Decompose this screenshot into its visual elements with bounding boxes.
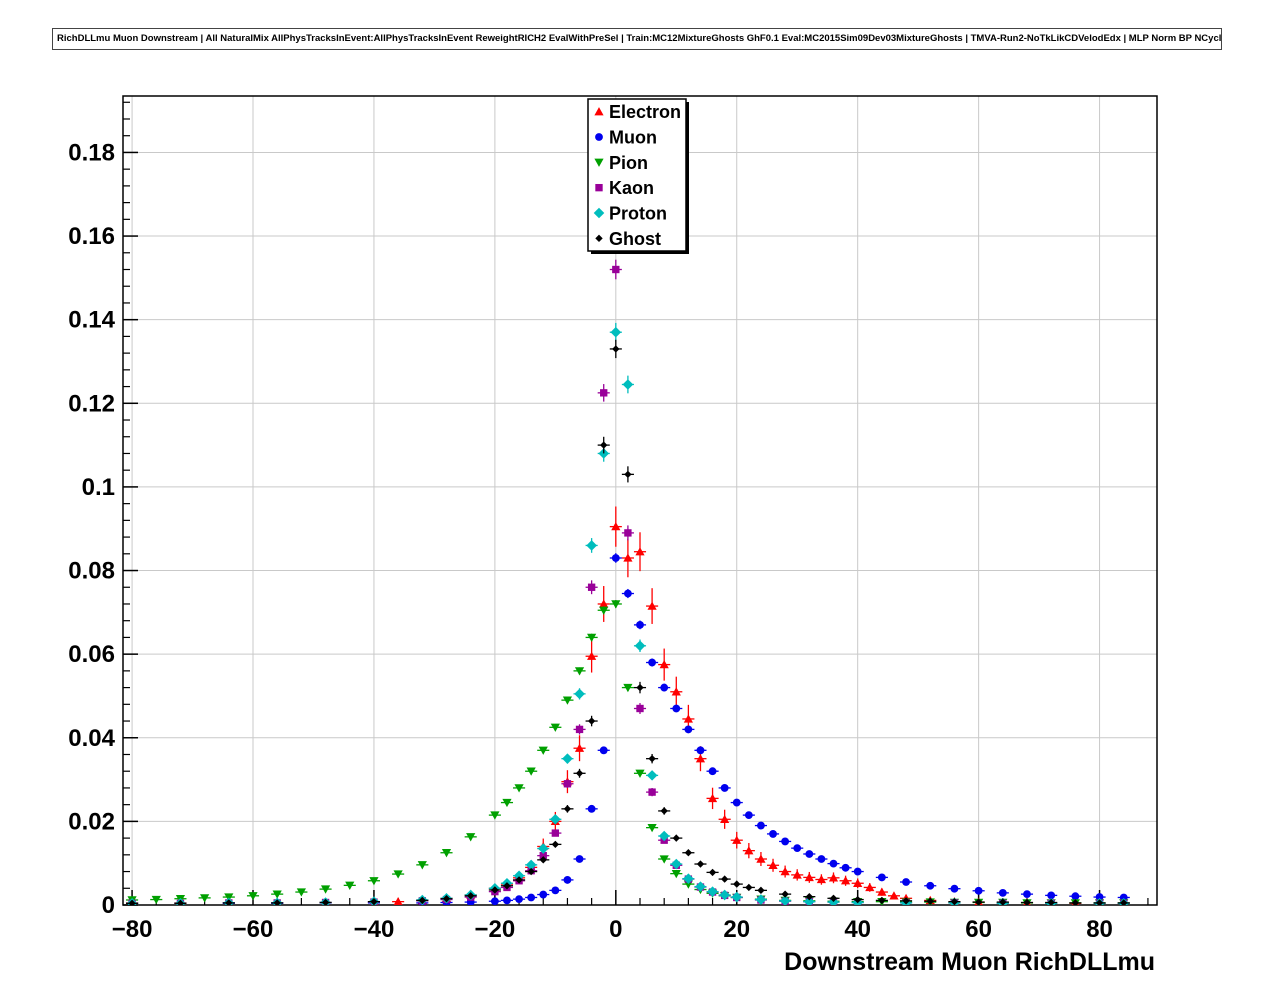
svg-text:Muon: Muon: [609, 128, 657, 148]
series-muon: [126, 553, 1130, 905]
series-electron: [126, 506, 1130, 905]
svg-text:0.02: 0.02: [68, 808, 115, 835]
svg-text:60: 60: [965, 916, 992, 943]
svg-text:40: 40: [844, 916, 871, 943]
svg-text:0.06: 0.06: [68, 641, 115, 668]
series-ghost: [126, 339, 1130, 905]
svg-text:−20: −20: [475, 916, 516, 943]
y-axis: 0 0.02 0.04 0.06 0.08 0.1 0.12 0.14 0.16 0.18: [68, 101, 138, 919]
legend-entry-proton: Proton: [593, 204, 667, 224]
svg-text:0.16: 0.16: [68, 223, 115, 250]
svg-text:Kaon: Kaon: [609, 178, 654, 198]
svg-text:−40: −40: [354, 916, 395, 943]
series-kaon: [126, 259, 1130, 905]
svg-text:80: 80: [1086, 916, 1113, 943]
svg-text:0.1: 0.1: [82, 474, 115, 501]
svg-text:Pion: Pion: [609, 153, 648, 173]
svg-text:0.12: 0.12: [68, 390, 115, 417]
legend: Electron Muon Pion Kaon Proton Ghost: [587, 98, 689, 254]
legend-entry-muon: Muon: [595, 128, 657, 148]
grid: [123, 96, 1157, 905]
series-pion: [126, 600, 1130, 905]
svg-text:0.04: 0.04: [68, 725, 115, 752]
svg-text:0.08: 0.08: [68, 558, 115, 585]
legend-entry-pion: Pion: [594, 153, 648, 173]
svg-text:0: 0: [609, 916, 622, 943]
svg-text:−80: −80: [112, 916, 153, 943]
legend-entry-kaon: Kaon: [595, 178, 654, 198]
svg-text:−60: −60: [233, 916, 274, 943]
svg-text:Electron: Electron: [609, 102, 681, 122]
svg-text:Ghost: Ghost: [609, 229, 661, 249]
plot-title: RichDLLmu Muon Downstream | All NaturalM…: [52, 28, 1222, 50]
svg-text:Proton: Proton: [609, 204, 667, 224]
x-axis-title: Downstream Muon RichDLLmu: [784, 948, 1155, 976]
svg-text:0.18: 0.18: [68, 139, 115, 166]
series-proton: [126, 322, 1130, 905]
svg-text:0.14: 0.14: [68, 307, 115, 334]
svg-text:20: 20: [723, 916, 750, 943]
legend-entry-electron: Electron: [594, 102, 681, 122]
legend-entry-ghost: Ghost: [595, 229, 661, 249]
svg-text:0: 0: [102, 892, 115, 919]
